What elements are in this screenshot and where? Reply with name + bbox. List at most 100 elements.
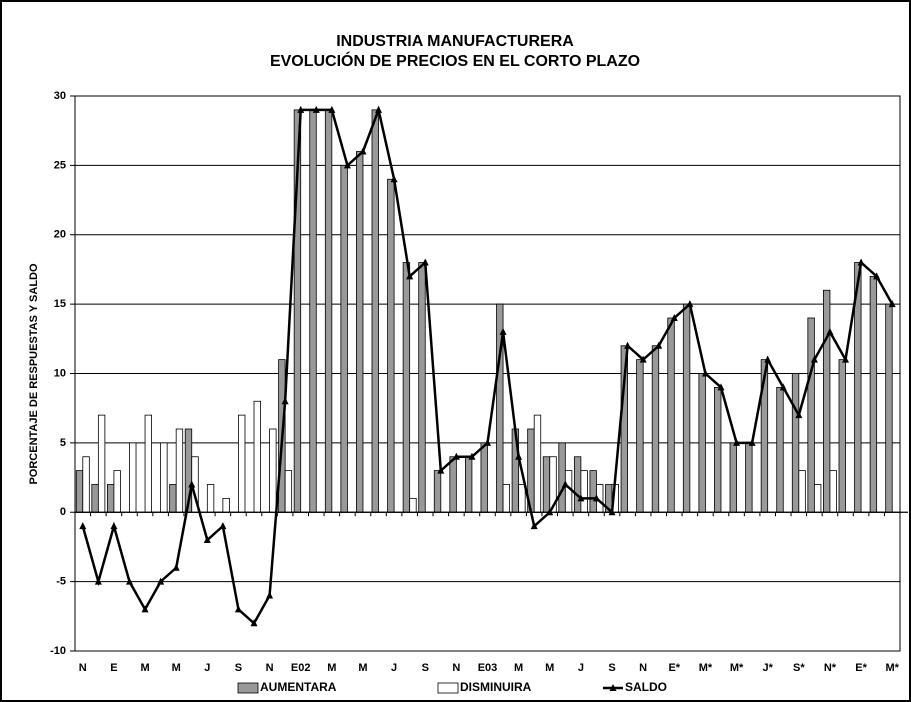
- bar: [651, 345, 660, 513]
- bar: [309, 109, 317, 513]
- marker: [561, 480, 569, 488]
- y-tick-label: 5: [60, 437, 66, 449]
- x-tick-label: J: [391, 662, 397, 674]
- x-tick-label: N: [452, 662, 460, 674]
- bar: [869, 275, 878, 513]
- marker: [795, 411, 803, 419]
- bar: [542, 456, 551, 513]
- bar: [698, 373, 706, 513]
- marker: [639, 355, 647, 363]
- bar: [160, 442, 168, 513]
- bar: [714, 386, 722, 513]
- x-tick-label: M: [514, 662, 523, 674]
- marker: [110, 522, 118, 530]
- marker: [266, 591, 274, 599]
- bar: [480, 442, 488, 513]
- marker: [281, 397, 289, 405]
- bar: [533, 414, 542, 513]
- marker: [125, 577, 133, 585]
- x-tick-label: J*: [762, 662, 773, 674]
- bar: [433, 470, 442, 513]
- bar: [387, 178, 395, 513]
- marker: [530, 522, 538, 530]
- bar: [409, 497, 417, 513]
- marker: [484, 438, 491, 446]
- marker: [888, 300, 896, 308]
- y-tick-label: 30: [54, 90, 66, 102]
- bar: [885, 303, 893, 513]
- bar: [129, 442, 137, 513]
- marker: [701, 369, 709, 377]
- marker: [94, 577, 102, 585]
- x-tick-label: E03: [478, 662, 498, 674]
- marker: [748, 438, 756, 446]
- x-tick-label: E*: [855, 662, 867, 674]
- bar: [91, 484, 99, 513]
- marker: [686, 300, 694, 308]
- bar: [823, 289, 831, 513]
- bar: [238, 414, 246, 513]
- marker: [157, 577, 165, 585]
- marker: [234, 605, 242, 613]
- marker: [499, 327, 507, 335]
- bar: [82, 456, 90, 513]
- x-tick-label: M: [358, 662, 367, 674]
- bar: [222, 497, 230, 513]
- bar: [97, 414, 106, 513]
- bar: [502, 484, 511, 513]
- marker: [297, 105, 305, 113]
- chart-subtitle: EVOLUCIÓN DE PRECIOS EN EL CORTO PLAZO: [270, 51, 640, 70]
- marker: [468, 452, 476, 460]
- bar: [791, 373, 800, 513]
- x-tick-label: J: [204, 662, 210, 674]
- bar: [324, 109, 333, 513]
- x-tick-label: M*: [699, 662, 713, 674]
- x-tick-label: S: [235, 662, 242, 674]
- marker: [141, 605, 149, 613]
- y-tick-label: -5: [56, 576, 66, 588]
- bar: [402, 262, 411, 513]
- y-tick-label: 10: [54, 367, 66, 379]
- bar: [253, 400, 261, 513]
- bar: [464, 456, 473, 513]
- marker: [779, 383, 787, 391]
- marker: [717, 383, 725, 391]
- marker: [810, 355, 818, 363]
- legend-swatch: [437, 682, 459, 694]
- bar: [144, 414, 152, 513]
- marker: [390, 175, 398, 183]
- marker: [79, 522, 87, 530]
- x-tick-label: S: [422, 662, 429, 674]
- bar: [776, 386, 784, 513]
- legend-label: AUMENTARA: [260, 680, 337, 694]
- marker: [546, 508, 554, 516]
- marker: [857, 258, 865, 266]
- bar: [269, 428, 277, 513]
- bar: [798, 470, 806, 513]
- marker: [608, 508, 616, 516]
- bar: [745, 442, 753, 513]
- bar: [636, 359, 644, 513]
- marker: [328, 105, 336, 113]
- bar: [418, 262, 426, 513]
- x-tick-label: M: [545, 662, 554, 674]
- bar: [356, 151, 364, 513]
- x-tick-label: N: [79, 662, 87, 674]
- marker: [515, 452, 523, 460]
- marker: [359, 147, 367, 155]
- bar: [729, 442, 737, 513]
- marker: [592, 494, 600, 502]
- bar: [682, 303, 691, 513]
- x-tick-label: J: [578, 662, 584, 674]
- marker: [670, 314, 678, 321]
- x-tick-label: S: [608, 662, 615, 674]
- bar: [807, 317, 815, 513]
- legend-label: SALDO: [625, 680, 667, 694]
- marker: [250, 619, 258, 627]
- bar: [175, 428, 184, 513]
- legend-swatch: [609, 684, 617, 691]
- x-tick-label: M*: [730, 662, 744, 674]
- marker: [203, 536, 211, 543]
- marker: [577, 494, 585, 502]
- y-tick-label: 20: [54, 229, 66, 241]
